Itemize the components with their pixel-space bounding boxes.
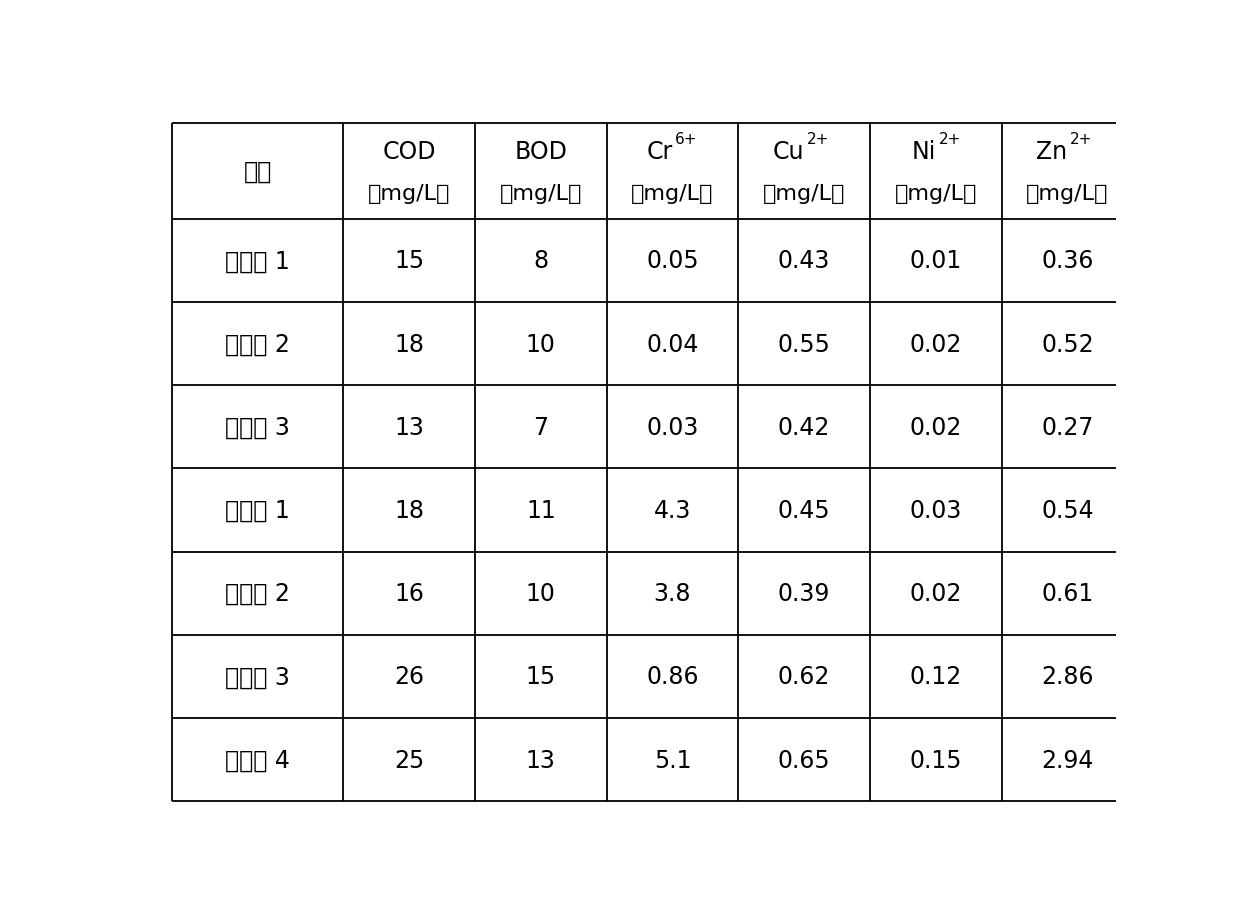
Text: 2.86: 2.86 [1042, 665, 1094, 689]
Text: 18: 18 [394, 498, 424, 523]
Text: COD: COD [382, 140, 436, 164]
Text: 16: 16 [394, 582, 424, 606]
Text: 5.1: 5.1 [653, 748, 691, 772]
Text: Zn: Zn [1037, 140, 1068, 164]
Text: （mg/L）: （mg/L） [500, 184, 582, 204]
Text: 0.12: 0.12 [910, 665, 962, 689]
Text: 15: 15 [394, 249, 424, 273]
Text: Cu: Cu [773, 140, 805, 164]
Text: （mg/L）: （mg/L） [763, 184, 846, 204]
Text: 对比例 2: 对比例 2 [226, 582, 290, 606]
Text: （mg/L）: （mg/L） [631, 184, 714, 204]
Text: 0.62: 0.62 [777, 665, 831, 689]
Text: 实施例 2: 实施例 2 [226, 332, 290, 356]
Text: 15: 15 [526, 665, 556, 689]
Text: （mg/L）: （mg/L） [1027, 184, 1109, 204]
Text: 11: 11 [526, 498, 556, 523]
Text: 0.55: 0.55 [777, 332, 831, 356]
Text: 0.02: 0.02 [910, 415, 962, 440]
Text: 13: 13 [526, 748, 556, 772]
Text: 0.03: 0.03 [910, 498, 962, 523]
Text: 实施例 1: 实施例 1 [226, 249, 290, 273]
Text: 对比例 4: 对比例 4 [226, 748, 290, 772]
Text: 0.86: 0.86 [646, 665, 699, 689]
Text: 0.65: 0.65 [777, 748, 831, 772]
Text: 25: 25 [394, 748, 424, 772]
Text: （mg/L）: （mg/L） [368, 184, 450, 204]
Text: 0.42: 0.42 [777, 415, 831, 440]
Text: BOD: BOD [515, 140, 567, 164]
Text: （mg/L）: （mg/L） [894, 184, 977, 204]
Text: 0.39: 0.39 [777, 582, 831, 606]
Text: 13: 13 [394, 415, 424, 440]
Text: 0.27: 0.27 [1042, 415, 1094, 440]
Text: 7: 7 [533, 415, 548, 440]
Text: 对比例 3: 对比例 3 [226, 665, 290, 689]
Text: 0.02: 0.02 [910, 332, 962, 356]
Text: 0.05: 0.05 [646, 249, 699, 273]
Text: 0.03: 0.03 [646, 415, 698, 440]
Text: 0.61: 0.61 [1042, 582, 1094, 606]
Text: 4.3: 4.3 [653, 498, 691, 523]
Text: 8: 8 [533, 249, 548, 273]
Text: 2.94: 2.94 [1042, 748, 1094, 772]
Text: 2+: 2+ [807, 132, 830, 146]
Text: 实施例 3: 实施例 3 [226, 415, 290, 440]
Text: 0.43: 0.43 [777, 249, 831, 273]
Text: Ni: Ni [911, 140, 936, 164]
Text: 10: 10 [526, 332, 556, 356]
Text: 18: 18 [394, 332, 424, 356]
Text: 项目: 项目 [244, 160, 272, 183]
Text: 6+: 6+ [676, 132, 698, 146]
Text: 10: 10 [526, 582, 556, 606]
Text: 0.01: 0.01 [910, 249, 962, 273]
Text: 0.36: 0.36 [1042, 249, 1094, 273]
Text: 2+: 2+ [939, 132, 961, 146]
Text: 0.04: 0.04 [646, 332, 698, 356]
Text: 0.02: 0.02 [910, 582, 962, 606]
Text: 0.52: 0.52 [1042, 332, 1094, 356]
Text: 2+: 2+ [1070, 132, 1092, 146]
Text: 26: 26 [394, 665, 424, 689]
Text: 0.54: 0.54 [1042, 498, 1094, 523]
Text: Cr: Cr [646, 140, 672, 164]
Text: 对比例 1: 对比例 1 [226, 498, 290, 523]
Text: 0.45: 0.45 [777, 498, 831, 523]
Text: 3.8: 3.8 [653, 582, 691, 606]
Text: 0.15: 0.15 [910, 748, 962, 772]
